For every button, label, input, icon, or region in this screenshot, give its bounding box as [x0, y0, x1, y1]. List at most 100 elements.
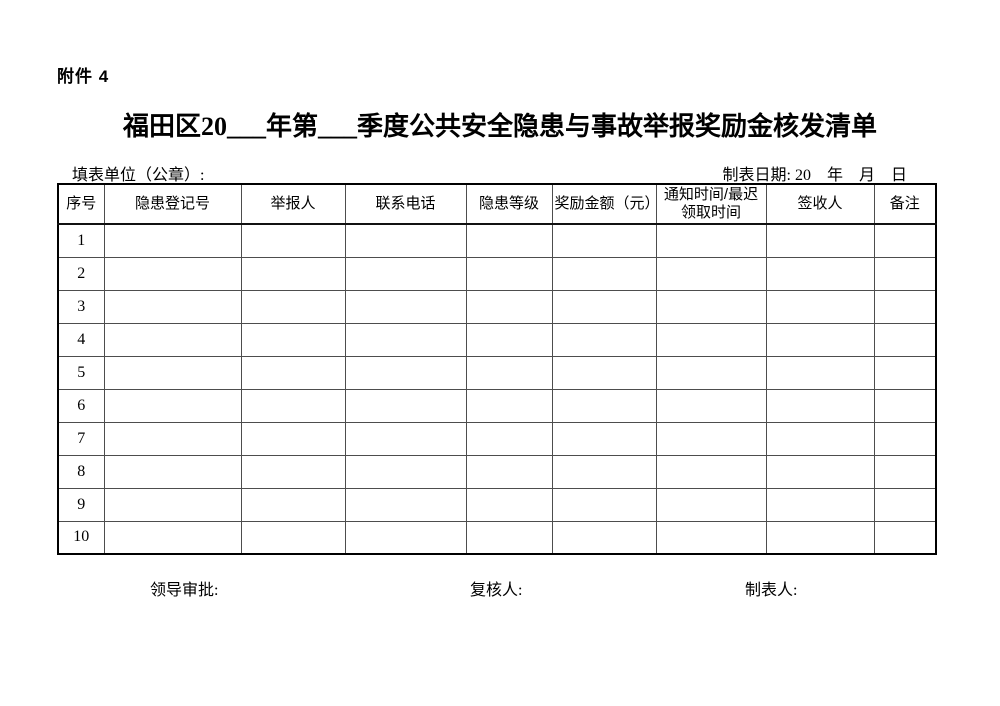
footer-row: 领导审批: 复核人: 制表人:	[57, 576, 935, 599]
empty-cell	[551, 388, 657, 423]
col-header-serial: 序号	[57, 183, 105, 225]
empty-cell	[465, 256, 553, 291]
empty-cell	[465, 355, 553, 390]
empty-cell	[765, 487, 875, 522]
empty-cell	[873, 454, 937, 489]
empty-cell	[465, 223, 553, 258]
empty-cell	[240, 322, 346, 357]
empty-cell	[655, 355, 767, 390]
row-number-cell: 3	[57, 289, 105, 324]
empty-cell	[465, 454, 553, 489]
col-header-remarks: 备注	[873, 183, 937, 225]
empty-cell	[655, 256, 767, 291]
empty-cell	[465, 289, 553, 324]
attachment-label: 附件 4	[57, 67, 110, 86]
col-header-hazard-level: 隐患等级	[465, 183, 553, 225]
empty-cell	[551, 520, 657, 555]
empty-cell	[103, 256, 242, 291]
empty-cell	[765, 322, 875, 357]
empty-cell	[765, 289, 875, 324]
header-row: 序号 隐患登记号 举报人 联系电话 隐患等级 奖励金额（元） 通知时间/最迟领取…	[57, 183, 937, 225]
empty-cell	[873, 289, 937, 324]
empty-cell	[551, 487, 657, 522]
table-row: 3	[57, 289, 937, 324]
empty-cell	[103, 388, 242, 423]
empty-cell	[465, 322, 553, 357]
row-number-cell: 8	[57, 454, 105, 489]
col-header-registration-no: 隐患登记号	[103, 183, 242, 225]
empty-cell	[551, 289, 657, 324]
col-header-reward-amount: 奖励金额（元）	[551, 183, 660, 225]
empty-cell	[765, 520, 875, 555]
col-header-notify-time: 通知时间/最迟领取时间	[655, 183, 767, 225]
col-header-reporter: 举报人	[240, 183, 346, 225]
empty-cell	[240, 520, 346, 555]
empty-cell	[465, 421, 553, 456]
empty-cell	[873, 421, 937, 456]
page-title: 福田区20___年第___季度公共安全隐患与事故举报奖励金核发清单	[122, 112, 877, 141]
empty-cell	[103, 520, 242, 555]
empty-cell	[465, 520, 553, 555]
empty-cell	[655, 520, 767, 555]
col-header-signee: 签收人	[765, 183, 875, 225]
empty-cell	[240, 421, 346, 456]
empty-cell	[103, 289, 242, 324]
table-row: 9	[57, 487, 937, 522]
empty-cell	[655, 223, 767, 258]
empty-cell	[344, 223, 467, 258]
empty-cell	[240, 256, 346, 291]
empty-cell	[551, 223, 657, 258]
col-header-phone: 联系电话	[344, 183, 467, 225]
empty-cell	[551, 322, 657, 357]
preparer-label: 制表人:	[745, 582, 798, 599]
empty-cell	[344, 388, 467, 423]
row-number-cell: 1	[57, 223, 105, 258]
empty-cell	[240, 355, 346, 390]
empty-cell	[465, 388, 553, 423]
empty-cell	[344, 322, 467, 357]
empty-cell	[655, 454, 767, 489]
empty-cell	[240, 454, 346, 489]
empty-cell	[103, 487, 242, 522]
row-number-cell: 10	[57, 520, 105, 555]
table-row: 1	[57, 223, 937, 258]
reward-table: 序号 隐患登记号 举报人 联系电话 隐患等级 奖励金额（元） 通知时间/最迟领取…	[57, 183, 937, 555]
empty-cell	[103, 223, 242, 258]
empty-cell	[655, 487, 767, 522]
empty-cell	[873, 388, 937, 423]
empty-cell	[240, 487, 346, 522]
date-label: 制表日期: 20 年 月 日	[722, 167, 907, 184]
empty-cell	[344, 520, 467, 555]
empty-cell	[655, 322, 767, 357]
row-number-cell: 5	[57, 355, 105, 390]
empty-cell	[765, 256, 875, 291]
empty-cell	[344, 289, 467, 324]
empty-cell	[103, 355, 242, 390]
empty-cell	[551, 421, 657, 456]
row-number-cell: 2	[57, 256, 105, 291]
empty-cell	[765, 355, 875, 390]
empty-cell	[765, 388, 875, 423]
table-row: 6	[57, 388, 937, 423]
meta-row: 填表单位（公章）: 制表日期: 20 年 月 日	[57, 161, 935, 185]
empty-cell	[765, 421, 875, 456]
empty-cell	[344, 256, 467, 291]
empty-cell	[765, 454, 875, 489]
row-number-cell: 7	[57, 421, 105, 456]
empty-cell	[655, 289, 767, 324]
empty-cell	[240, 223, 346, 258]
empty-cell	[655, 421, 767, 456]
empty-cell	[873, 487, 937, 522]
empty-cell	[103, 322, 242, 357]
empty-cell	[655, 388, 767, 423]
empty-cell	[551, 256, 657, 291]
empty-cell	[344, 487, 467, 522]
empty-cell	[240, 289, 346, 324]
empty-cell	[240, 388, 346, 423]
empty-cell	[551, 355, 657, 390]
empty-cell	[873, 355, 937, 390]
empty-cell	[465, 487, 553, 522]
row-number-cell: 9	[57, 487, 105, 522]
empty-cell	[344, 454, 467, 489]
